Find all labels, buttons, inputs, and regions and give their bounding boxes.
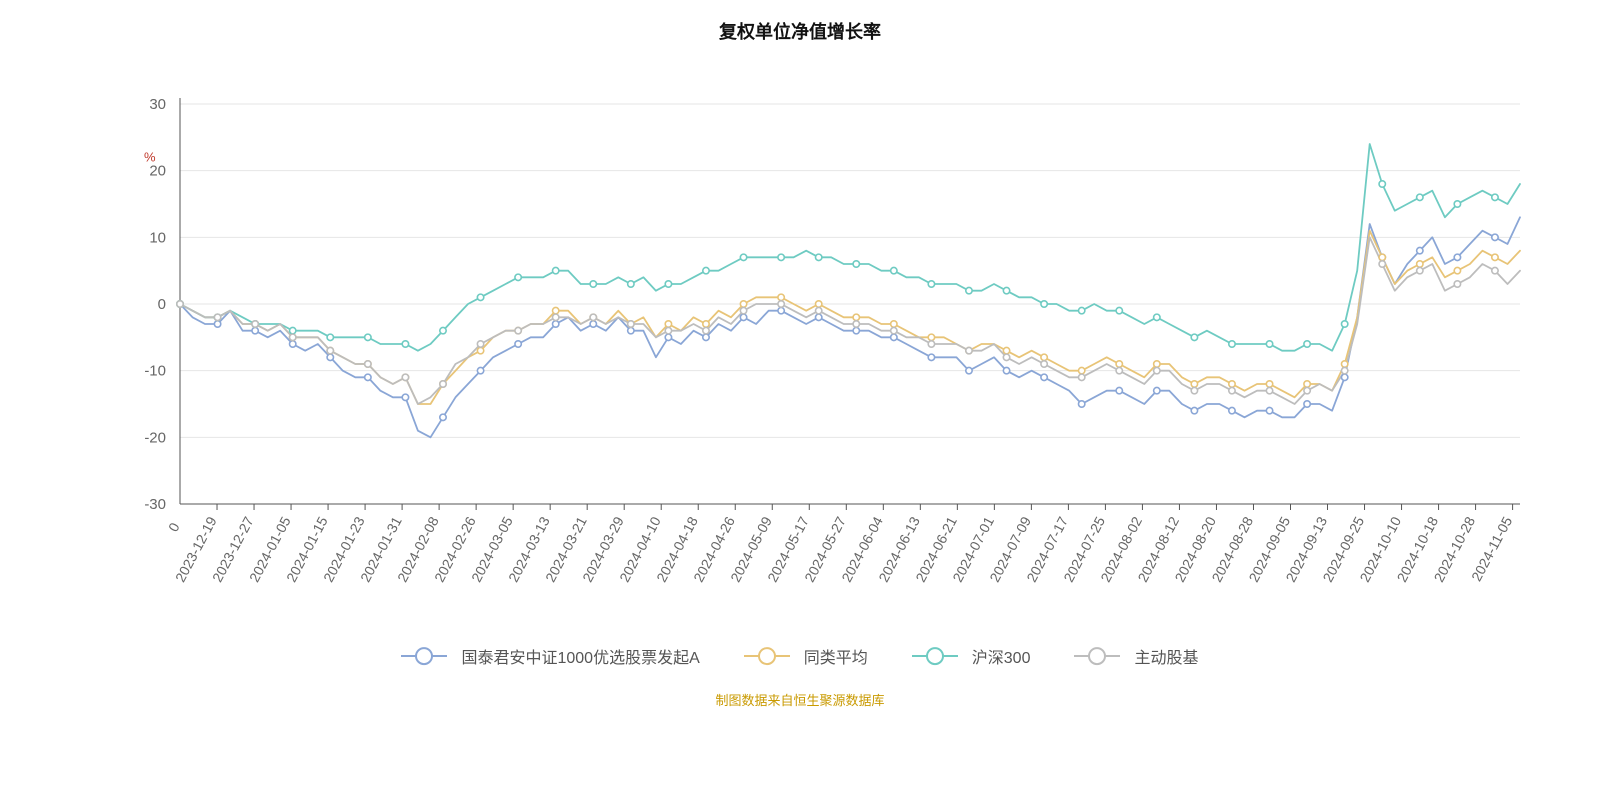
svg-text:0: 0 [158,296,166,313]
svg-text:%: % [144,149,156,164]
legend-marker-icon [926,647,944,665]
legend-line-icon [912,655,958,657]
svg-text:30: 30 [149,96,166,113]
svg-text:20: 20 [149,163,166,180]
chart-svg: -30-20-100102030%02023-12-192023-12-2720… [0,44,1600,724]
chart-title: 复权单位净值增长率 [0,0,1600,44]
legend-line-icon [744,655,790,657]
svg-text:10: 10 [149,229,166,246]
legend-marker-icon [758,647,776,665]
svg-text:0: 0 [165,520,183,535]
svg-text:-10: -10 [144,363,166,380]
legend-marker-icon [1088,647,1106,665]
svg-text:-30: -30 [144,496,166,513]
legend-marker-icon [415,647,433,665]
chart-area: -30-20-100102030%02023-12-192023-12-2720… [0,44,1600,584]
legend-line-icon [401,655,447,657]
svg-text:-20: -20 [144,429,166,446]
legend-line-icon [1074,655,1120,657]
